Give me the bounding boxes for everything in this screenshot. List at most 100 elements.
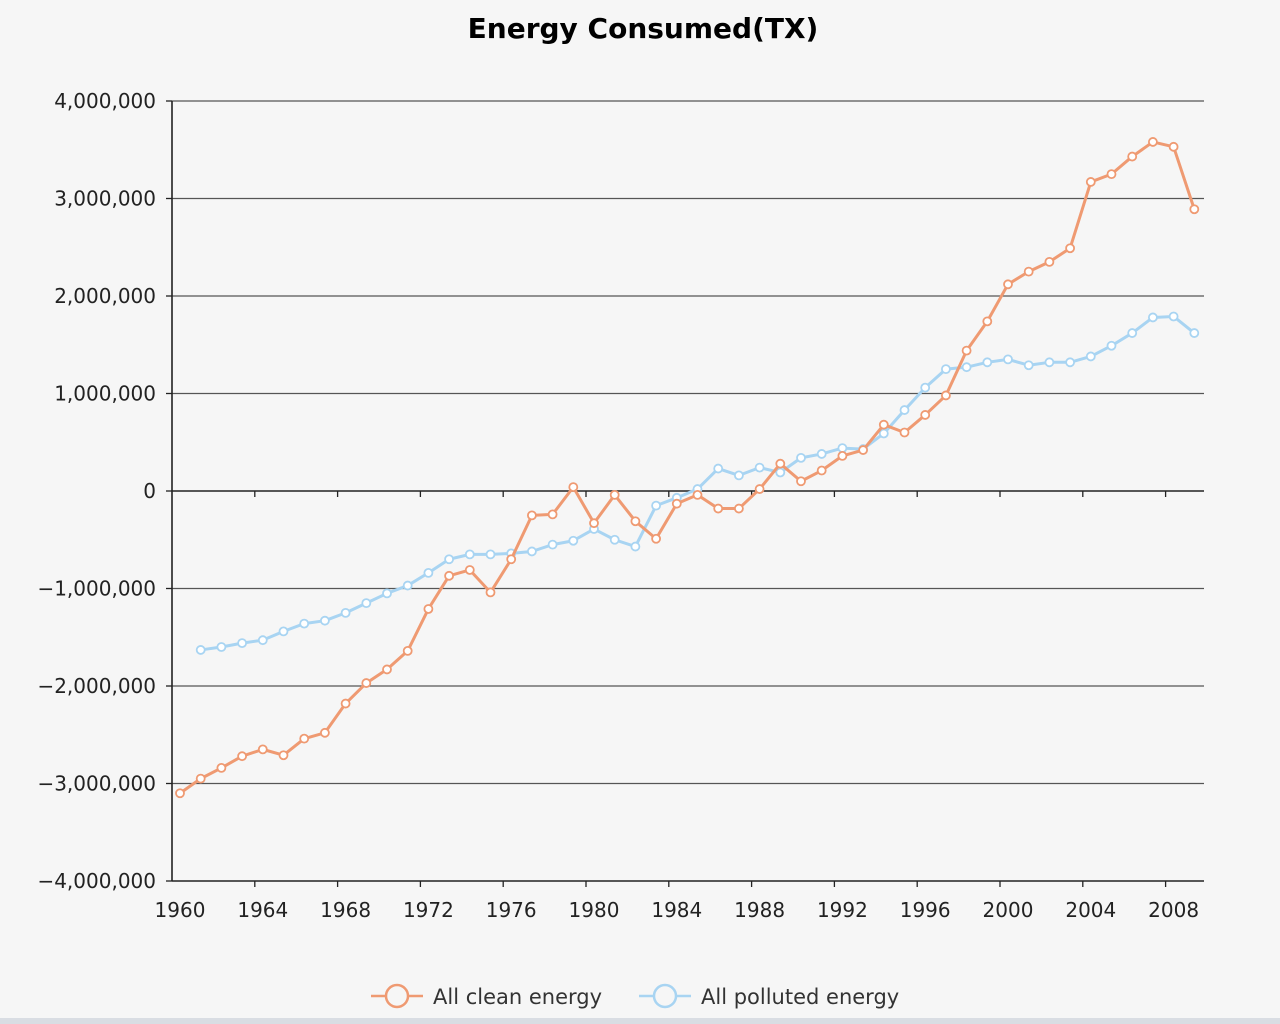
data-point-all-polluted-energy[interactable] [485, 549, 496, 560]
data-point-all-clean-energy[interactable] [444, 570, 455, 581]
data-point-all-polluted-energy[interactable] [941, 364, 951, 375]
data-point-all-polluted-energy[interactable] [878, 428, 889, 439]
data-point-all-clean-energy[interactable] [1065, 243, 1075, 254]
data-point-all-polluted-energy[interactable] [361, 598, 372, 609]
data-point-all-polluted-energy[interactable] [920, 382, 931, 393]
data-point-all-clean-energy[interactable] [195, 773, 206, 784]
data-point-all-polluted-energy[interactable] [547, 539, 558, 550]
data-point-all-polluted-energy[interactable] [713, 463, 724, 474]
data-point-all-clean-energy[interactable] [568, 482, 579, 493]
data-point-all-polluted-energy[interactable] [630, 541, 641, 552]
data-point-all-polluted-energy[interactable] [734, 470, 744, 481]
data-point-all-clean-energy[interactable] [1003, 279, 1013, 290]
data-point-all-clean-energy[interactable] [361, 678, 372, 688]
data-point-all-polluted-energy[interactable] [237, 638, 248, 648]
data-point-all-clean-energy[interactable] [402, 646, 413, 656]
data-point-all-polluted-energy[interactable] [216, 642, 227, 652]
data-point-all-polluted-energy[interactable] [1065, 357, 1075, 368]
data-point-all-clean-energy[interactable] [589, 518, 599, 529]
data-point-all-polluted-energy[interactable] [651, 500, 661, 511]
data-point-all-clean-energy[interactable] [837, 450, 848, 461]
data-point-all-clean-energy[interactable] [734, 503, 744, 514]
data-point-all-polluted-energy[interactable] [899, 405, 910, 415]
data-point-all-polluted-energy[interactable] [1168, 311, 1179, 322]
data-point-all-polluted-energy[interactable] [1044, 357, 1055, 368]
data-point-all-polluted-energy[interactable] [754, 462, 765, 473]
data-point-all-polluted-energy[interactable] [1127, 328, 1138, 338]
data-point-all-polluted-energy[interactable] [527, 546, 537, 557]
data-point-all-polluted-energy[interactable] [319, 615, 330, 626]
data-point-all-polluted-energy[interactable] [1023, 360, 1034, 371]
data-point-all-clean-energy[interactable] [1085, 177, 1096, 187]
data-point-all-polluted-energy[interactable] [340, 607, 351, 618]
legend[interactable]: All clean energy All polluted energy [371, 983, 899, 1009]
data-point-all-polluted-energy[interactable] [1189, 328, 1200, 338]
data-point-all-clean-energy[interactable] [423, 604, 434, 614]
data-point-all-clean-energy[interactable] [485, 587, 496, 598]
data-point-all-clean-energy[interactable] [692, 489, 703, 500]
data-point-all-polluted-energy[interactable] [299, 618, 310, 629]
data-point-all-polluted-energy[interactable] [837, 443, 848, 454]
data-point-all-clean-energy[interactable] [671, 498, 682, 509]
data-point-all-clean-energy[interactable] [775, 458, 786, 469]
data-point-all-polluted-energy[interactable] [609, 534, 620, 545]
legend-item-all-clean-energy[interactable]: All clean energy [371, 983, 602, 1009]
data-point-all-polluted-energy[interactable] [1106, 340, 1117, 351]
data-point-all-clean-energy[interactable] [340, 698, 351, 709]
data-point-all-clean-energy[interactable] [961, 345, 972, 356]
data-point-all-clean-energy[interactable] [941, 390, 951, 401]
data-point-all-clean-energy[interactable] [237, 751, 248, 762]
data-point-all-clean-energy[interactable] [464, 565, 475, 575]
data-point-all-clean-energy[interactable] [796, 476, 806, 487]
data-point-all-clean-energy[interactable] [1044, 256, 1055, 267]
data-point-all-clean-energy[interactable] [899, 427, 910, 438]
data-point-all-polluted-energy[interactable] [1085, 351, 1096, 362]
data-point-all-polluted-energy[interactable] [195, 645, 206, 655]
data-point-all-clean-energy[interactable] [1168, 141, 1179, 152]
data-point-all-clean-energy[interactable] [878, 419, 889, 430]
data-point-all-clean-energy[interactable] [527, 510, 537, 521]
data-point-all-clean-energy[interactable] [713, 503, 724, 514]
data-point-all-polluted-energy[interactable] [982, 357, 993, 368]
data-point-all-clean-energy[interactable] [982, 316, 993, 327]
data-point-all-polluted-energy[interactable] [1003, 354, 1013, 365]
data-point-all-polluted-energy[interactable] [257, 635, 268, 646]
data-point-all-clean-energy[interactable] [630, 516, 641, 527]
data-point-all-polluted-energy[interactable] [775, 467, 786, 478]
legend-item-all-polluted-energy[interactable]: All polluted energy [639, 983, 899, 1009]
data-point-all-polluted-energy[interactable] [796, 452, 806, 463]
data-point-all-clean-energy[interactable] [1023, 266, 1034, 277]
data-point-all-clean-energy[interactable] [651, 533, 661, 544]
data-point-all-clean-energy[interactable] [1148, 137, 1158, 147]
data-point-all-clean-energy[interactable] [319, 727, 330, 738]
data-point-all-clean-energy[interactable] [216, 763, 227, 773]
data-point-all-clean-energy[interactable] [506, 554, 517, 565]
data-point-all-polluted-energy[interactable] [1148, 312, 1158, 323]
data-point-all-clean-energy[interactable] [382, 664, 392, 675]
data-point-all-clean-energy[interactable] [257, 744, 268, 755]
data-point-all-clean-energy[interactable] [278, 750, 289, 761]
data-point-all-clean-energy[interactable] [1127, 151, 1138, 162]
series-line-all-clean-energy [179, 140, 1196, 795]
data-point-all-clean-energy[interactable] [858, 445, 868, 455]
data-point-all-polluted-energy[interactable] [961, 362, 972, 373]
data-point-all-polluted-energy[interactable] [402, 580, 413, 591]
data-point-all-polluted-energy[interactable] [816, 449, 827, 459]
data-point-all-clean-energy[interactable] [920, 410, 931, 420]
data-point-all-clean-energy[interactable] [547, 509, 558, 520]
data-point-all-clean-energy[interactable] [754, 484, 765, 494]
data-point-all-polluted-energy[interactable] [444, 554, 455, 565]
data-point-all-polluted-energy[interactable] [568, 535, 579, 546]
data-point-all-clean-energy[interactable] [175, 788, 185, 799]
legend-marker-icon [384, 983, 410, 1009]
data-point-all-clean-energy[interactable] [1106, 169, 1117, 180]
data-point-all-clean-energy[interactable] [816, 465, 827, 476]
data-point-all-polluted-energy[interactable] [464, 549, 475, 560]
data-point-all-polluted-energy[interactable] [423, 568, 434, 578]
data-point-all-clean-energy[interactable] [609, 489, 620, 500]
data-point-all-polluted-energy[interactable] [278, 626, 289, 637]
data-point-all-clean-energy[interactable] [299, 733, 310, 744]
data-point-all-polluted-energy[interactable] [382, 588, 392, 599]
data-point-all-clean-energy[interactable] [1189, 204, 1200, 215]
